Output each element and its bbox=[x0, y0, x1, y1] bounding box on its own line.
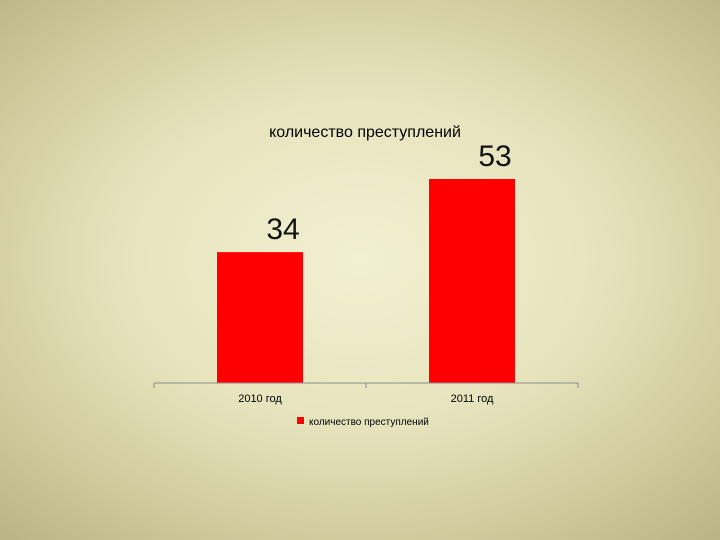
x-tick-label-2: 2011 год bbox=[451, 393, 494, 405]
legend: количество преступлений bbox=[297, 417, 429, 428]
x-tick-label-1: 2010 год bbox=[238, 393, 282, 405]
chart-title: количество преступлений bbox=[269, 124, 461, 141]
bar-2 bbox=[429, 179, 515, 383]
legend-swatch bbox=[297, 417, 304, 424]
data-label-2: 53 bbox=[478, 140, 511, 173]
x-tick-labels: 2010 год 2011 год bbox=[238, 393, 494, 405]
data-label-1: 34 bbox=[266, 213, 299, 246]
bars-layer: 34 53 bbox=[217, 140, 515, 383]
legend-label: количество преступлений bbox=[309, 417, 429, 428]
bar-1 bbox=[217, 252, 303, 383]
